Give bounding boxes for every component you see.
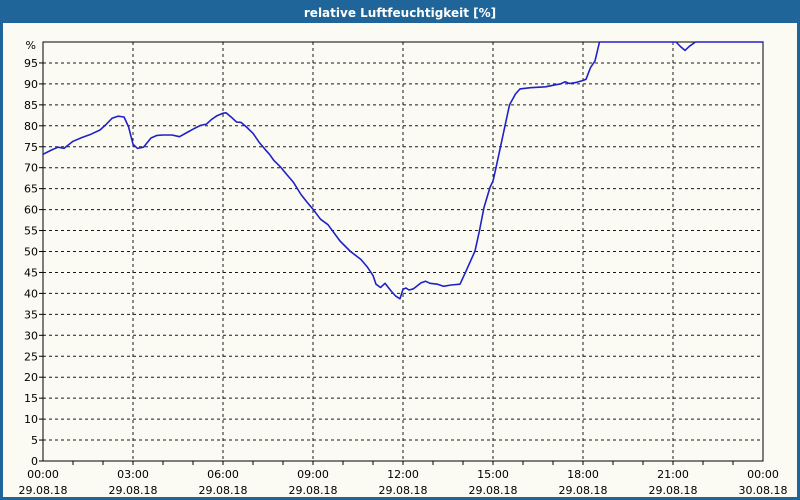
y-tick-label: 35 (24, 308, 38, 321)
humidity-plot: 0 5 10 15 20 25 30 35 40 45 50 55 60 65 70 75 80 85 90 95% 0… (19, 39, 788, 497)
chart-title: relative Luftfeuchtigkeit [%] (303, 6, 497, 20)
x-date-label: 29.08.18 (109, 484, 158, 497)
y-tick-label: 50 (24, 246, 38, 259)
x-time-label: 12:00 (387, 468, 419, 481)
y-tick-label: 95 (24, 57, 38, 70)
y-tick-label: 5 (31, 434, 38, 447)
y-tick-label: 15 (24, 392, 38, 405)
y-tick-label: 45 (24, 266, 38, 279)
humidity-line (42, 41, 764, 300)
y-tick-label: 20 (24, 371, 38, 384)
x-date-label: 29.08.18 (649, 484, 698, 497)
x-date-label: 29.08.18 (289, 484, 338, 497)
x-time-label: 00:00 (27, 468, 59, 481)
y-tick-label: 75 (24, 141, 38, 154)
y-tick-label: 90 (24, 78, 38, 91)
x-date-label: 29.08.18 (199, 484, 248, 497)
x-time-label: 00:00 (747, 468, 779, 481)
x-time-label: 06:00 (207, 468, 239, 481)
y-tick-label: 85 (24, 99, 38, 112)
y-tick-label: 40 (24, 287, 38, 300)
y-tick-label: 65 (24, 183, 38, 196)
y-tick-label: 55 (24, 225, 38, 238)
x-time-label: 03:00 (117, 468, 149, 481)
x-time-label: 18:00 (567, 468, 599, 481)
x-date-label: 29.08.18 (469, 484, 518, 497)
y-tick-label: 0 (31, 455, 38, 468)
y-tick-label: 80 (24, 120, 38, 133)
x-date-label: 29.08.18 (379, 484, 428, 497)
y-unit-label: % (26, 39, 36, 52)
x-time-label: 21:00 (657, 468, 689, 481)
title-bar: relative Luftfeuchtigkeit [%] (3, 3, 797, 23)
x-date-label: 30.08.18 (739, 484, 788, 497)
x-date-label: 29.08.18 (559, 484, 608, 497)
x-date-label: 29.08.18 (19, 484, 68, 497)
x-time-label: 15:00 (477, 468, 509, 481)
y-tick-label: 30 (24, 329, 38, 342)
y-tick-label: 25 (24, 350, 38, 363)
x-time-label: 09:00 (297, 468, 329, 481)
y-tick-label: 10 (24, 413, 38, 426)
y-tick-label: 70 (24, 162, 38, 175)
y-tick-label: 60 (24, 204, 38, 217)
